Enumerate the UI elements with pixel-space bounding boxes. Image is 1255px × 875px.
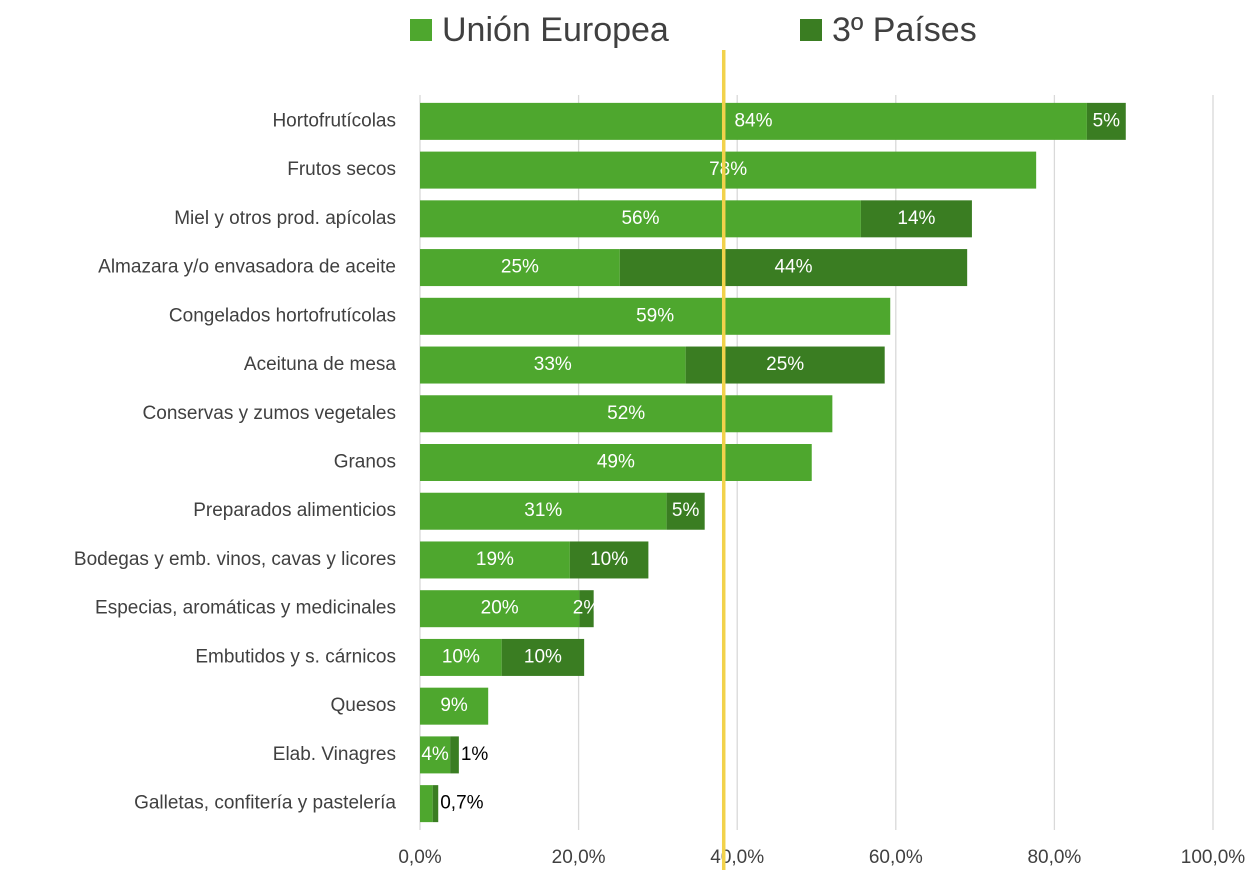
bar-segment: [420, 297, 891, 335]
data-label: 2%: [573, 598, 601, 619]
bar-segment: [420, 785, 433, 823]
data-label: 59%: [636, 305, 674, 326]
x-tick-label: 20,0%: [552, 847, 606, 868]
data-label: 78%: [709, 159, 747, 180]
legend-swatch: [800, 19, 822, 41]
category-label: Elab. Vinagres: [273, 744, 396, 765]
data-label: 31%: [524, 500, 562, 521]
data-label: 25%: [766, 354, 804, 375]
data-label: 52%: [607, 403, 645, 424]
bar-segment: [420, 200, 861, 238]
data-label: 0,7%: [440, 793, 483, 814]
bar-segment: [420, 638, 502, 676]
bar-segment: [420, 395, 833, 433]
data-label: 49%: [597, 452, 635, 473]
data-label: 10%: [442, 646, 480, 667]
bar-segment: [619, 249, 968, 287]
bar-segment: [420, 541, 570, 579]
category-label: Miel y otros prod. apícolas: [174, 208, 396, 229]
bar-segment: [569, 541, 649, 579]
data-label: 44%: [774, 257, 812, 278]
category-label: Quesos: [331, 695, 396, 716]
category-label: Almazara y/o envasadora de aceite: [98, 257, 396, 278]
data-label: 9%: [440, 695, 468, 716]
data-label: 25%: [501, 257, 539, 278]
bar-segment: [501, 638, 585, 676]
data-label: 33%: [534, 354, 572, 375]
bar-segment: [685, 346, 885, 384]
x-tick-label: 100,0%: [1181, 847, 1246, 868]
bar-segment: [432, 785, 439, 823]
category-label: Embutidos y s. cárnicos: [195, 646, 396, 667]
bar-segment: [420, 736, 451, 774]
category-label: Frutos secos: [287, 159, 396, 180]
bar-segment: [666, 492, 705, 530]
bar-segment: [420, 151, 1037, 189]
data-label: 5%: [672, 500, 700, 521]
data-label: 19%: [476, 549, 514, 570]
legend-label: Unión Europea: [442, 11, 669, 49]
data-label: 10%: [524, 646, 562, 667]
legend-swatch: [410, 19, 432, 41]
bar-segment: [1086, 102, 1126, 140]
bar-segment: [860, 200, 972, 238]
data-label: 84%: [734, 110, 772, 131]
bar-segment: [579, 590, 594, 628]
category-label: Galletas, confitería y pastelería: [134, 793, 396, 814]
category-label: Hortofrutícolas: [272, 110, 396, 131]
data-label: 5%: [1093, 110, 1121, 131]
category-label: Conservas y zumos vegetales: [143, 403, 396, 424]
category-label: Preparados alimenticios: [193, 500, 396, 521]
x-tick-label: 80,0%: [1027, 847, 1081, 868]
data-label: 1%: [461, 744, 489, 765]
category-label: Especias, aromáticas y medicinales: [95, 598, 396, 619]
bar-segment: [420, 492, 667, 530]
legend-label: 3º Países: [832, 11, 977, 49]
bar-segment: [420, 687, 489, 725]
bar-segment: [420, 249, 620, 287]
bar-segment: [420, 590, 580, 628]
x-tick-label: 40,0%: [710, 847, 764, 868]
bar-segment: [420, 444, 812, 481]
data-label: 20%: [481, 598, 519, 619]
x-tick-label: 60,0%: [869, 847, 923, 868]
bar-segment: [420, 102, 1087, 140]
category-label: Bodegas y emb. vinos, cavas y licores: [74, 549, 396, 570]
data-label: 14%: [897, 208, 935, 229]
category-label: Granos: [334, 452, 396, 473]
data-label: 56%: [621, 208, 659, 229]
bar-segment: [450, 736, 459, 774]
category-label: Aceituna de mesa: [244, 354, 397, 375]
bar-segment: [420, 346, 686, 384]
data-label: 4%: [421, 744, 449, 765]
category-label: Congelados hortofrutícolas: [169, 305, 396, 326]
x-tick-label: 0,0%: [398, 847, 441, 868]
data-label: 10%: [590, 549, 628, 570]
